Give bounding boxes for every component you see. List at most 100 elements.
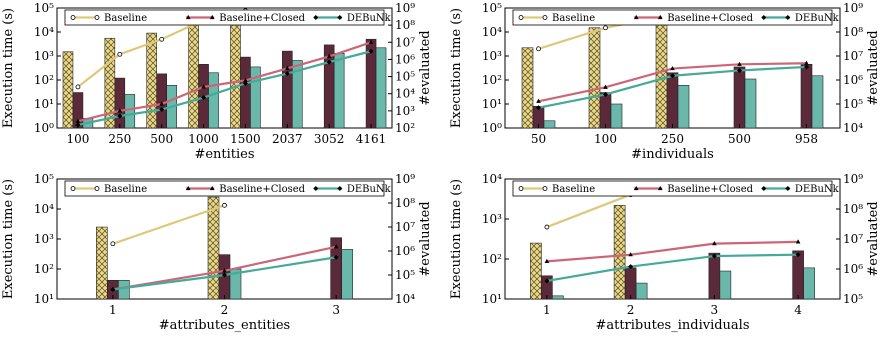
bar-closed xyxy=(792,250,804,300)
legend-marker xyxy=(785,186,791,191)
bar-debunk xyxy=(375,47,387,129)
bar-debunk xyxy=(543,120,556,129)
y-tick-label: 10¹ xyxy=(34,97,54,111)
y-tick-label: 10² xyxy=(482,252,502,266)
bar-baseline xyxy=(96,226,108,300)
marker-closed xyxy=(326,53,332,59)
marker-debunk xyxy=(284,71,290,77)
bar-baseline xyxy=(207,196,220,300)
marker-debunk xyxy=(628,264,634,270)
y-tick-label: 10⁴ xyxy=(482,172,502,186)
marker-baseline xyxy=(603,25,608,31)
marker-debunk xyxy=(544,278,550,284)
x-tick-label: 1 xyxy=(109,303,117,317)
legend-marker xyxy=(337,186,343,191)
bar-baseline xyxy=(146,32,158,129)
bar-baseline xyxy=(188,22,199,129)
y2-tick-label: 10⁴ xyxy=(395,292,415,306)
y2-tick-label: 10⁸ xyxy=(395,18,415,32)
x-tick-label: 2 xyxy=(627,303,635,317)
line-debunk xyxy=(77,50,372,127)
panel-attributes-individuals: 10¹ 10² 10³ 10⁴ 10⁵ 10⁶ 10⁷ 10⁸ 10⁹ Execution tim… xyxy=(449,172,881,333)
marker-closed xyxy=(159,101,164,106)
bar-debunk xyxy=(118,280,130,300)
bar-debunk xyxy=(333,52,345,129)
y-tick-label: 10² xyxy=(482,73,502,87)
y-tick-label: 10⁴ xyxy=(34,202,54,216)
bar-baseline xyxy=(62,51,74,129)
legend-item-debunk-label: DEBuNk xyxy=(795,13,840,24)
y2-tick-label: 10³ xyxy=(395,104,415,118)
y2-tick-label: 10⁶ xyxy=(395,52,415,66)
marker-debunk xyxy=(201,95,207,101)
marker-closed xyxy=(243,77,248,82)
marker-baseline xyxy=(544,224,550,230)
x-tick-label: 4161 xyxy=(356,132,387,146)
y-tick-label: 10⁵ xyxy=(34,1,54,15)
legend-item-closed-label: Baseline+Closed xyxy=(219,13,305,24)
marker-closed xyxy=(628,252,633,257)
legend-marker xyxy=(633,185,639,191)
y-axis-title: Execution time (s) xyxy=(1,8,16,128)
legend-item-debunk-label: DEBuNk xyxy=(347,184,392,195)
bar-baseline xyxy=(613,205,626,300)
marker-baseline xyxy=(159,36,165,42)
bar-debunk xyxy=(124,94,136,129)
x-tick-label: 2 xyxy=(221,303,229,317)
marker-closed xyxy=(117,108,123,113)
x-tick-label: 100 xyxy=(594,132,617,146)
legend-item-baseline-label: Baseline xyxy=(104,184,147,195)
marker-debunk xyxy=(536,105,541,111)
y-tick-label: 10³ xyxy=(34,232,54,246)
y2-tick-label: 10⁴ xyxy=(395,87,415,101)
legend-marker xyxy=(633,14,639,20)
y-tick-label: 10⁰ xyxy=(482,121,502,135)
legend-marker xyxy=(542,186,548,191)
y-tick-label: 10⁰ xyxy=(34,121,54,135)
marker-debunk xyxy=(326,59,332,65)
marker-closed xyxy=(544,258,550,263)
legend-marker xyxy=(518,186,524,191)
line-debunk xyxy=(546,253,799,283)
x-tick-label: 1 xyxy=(543,303,551,317)
legend-marker xyxy=(313,15,319,20)
marker-debunk xyxy=(222,272,227,278)
y-tick-label: 10⁴ xyxy=(482,25,502,39)
panel-attributes-entities: 10¹ 10² 10³ 10⁴ 10⁵ 10⁴ 10⁵ 10⁶ 10⁷ 10⁸ 10⁹ Executi… xyxy=(1,172,433,333)
marker-debunk xyxy=(333,254,339,260)
line-closed xyxy=(77,41,372,123)
y2-tick-label: 10⁷ xyxy=(395,220,415,234)
bar-debunk xyxy=(803,267,815,300)
x-axis-title: #attributes_entities xyxy=(159,318,290,333)
legend-marker xyxy=(657,14,663,20)
y-tick-label: 10¹ xyxy=(482,97,502,111)
bar-closed xyxy=(624,267,637,300)
bar-debunk xyxy=(635,282,648,300)
legend-marker xyxy=(337,15,343,20)
y2-axis-title: #evaluated xyxy=(866,30,881,105)
marker-debunk xyxy=(75,122,81,128)
marker-closed xyxy=(333,244,339,249)
legend-marker xyxy=(94,15,100,20)
bar-baseline xyxy=(588,27,601,129)
legend-marker xyxy=(542,15,548,20)
bar-closed xyxy=(156,73,167,129)
x-tick-label: 250 xyxy=(661,132,684,146)
x-axis-title: #individuals xyxy=(631,147,714,162)
y2-tick-label: 10⁴ xyxy=(843,121,863,135)
bar-debunk xyxy=(744,78,757,129)
marker-debunk xyxy=(368,48,374,54)
y2-tick-label: 10⁵ xyxy=(843,97,863,111)
line-baseline xyxy=(112,204,225,245)
bar-closed xyxy=(240,56,251,129)
marker-closed xyxy=(201,84,206,89)
x-tick-label: 100 xyxy=(66,132,89,146)
marker-debunk xyxy=(804,64,809,70)
x-tick-label: 50 xyxy=(531,132,546,146)
bar-debunk xyxy=(291,60,303,129)
bar-closed xyxy=(733,66,746,129)
panel-entities: 10⁰ 10¹ 10² 10³ 10⁴ 10⁵ 10² 10³ 10⁴ 10⁵ 10⁶ 10⁷ 10⁸ 1… xyxy=(1,1,433,162)
marker-closed xyxy=(670,65,675,71)
y-tick-label: 10¹ xyxy=(482,292,502,306)
x-axis-title: #entities xyxy=(194,147,254,162)
